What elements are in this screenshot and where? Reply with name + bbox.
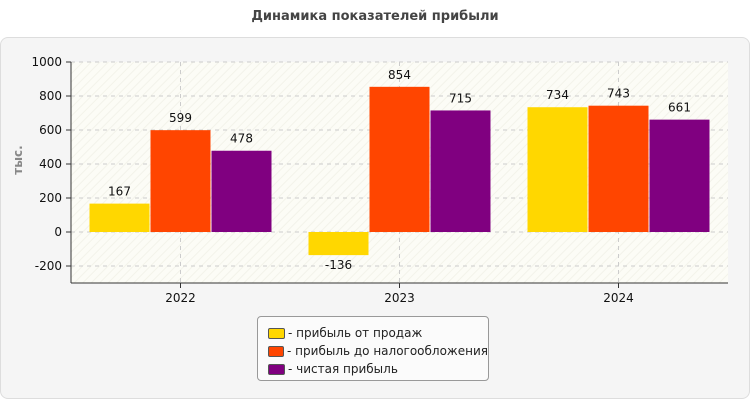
bar-value-label: 478 <box>230 132 253 146</box>
bar-value-label: 734 <box>546 88 569 102</box>
bar <box>308 232 369 256</box>
y-tick-label: 600 <box>39 123 62 137</box>
bar-value-label: 715 <box>449 91 472 105</box>
y-tick-label: 400 <box>39 157 62 171</box>
bar <box>211 150 272 232</box>
y-axis-title: тыс. <box>11 145 25 174</box>
bar <box>527 107 588 232</box>
legend-item: - чистая прибыль <box>268 360 488 378</box>
legend-swatch <box>268 327 285 339</box>
bar <box>150 130 211 232</box>
x-tick-label: 2022 <box>165 291 196 305</box>
chart-title: Динамика показателей прибыли <box>251 9 499 24</box>
bar <box>588 105 649 232</box>
bar <box>649 119 710 232</box>
bar-value-label: -136 <box>325 258 352 272</box>
x-tick-label: 2023 <box>384 291 415 305</box>
bar <box>89 203 150 232</box>
bar-value-label: 167 <box>108 185 131 199</box>
bar <box>369 86 430 232</box>
bar-value-label: 661 <box>668 101 691 115</box>
legend-label: - чистая прибыль <box>288 362 398 376</box>
legend-label: - прибыль от продаж <box>288 326 423 340</box>
bar-value-label: 743 <box>607 87 630 101</box>
x-tick-label: 2024 <box>603 291 634 305</box>
legend-swatch <box>268 345 285 357</box>
legend-label: - прибыль до налогообложения <box>287 344 488 358</box>
y-tick-label: 1000 <box>31 55 62 69</box>
bar-value-label: 854 <box>388 68 411 82</box>
y-tick-label: 0 <box>54 225 62 239</box>
y-tick-label: 200 <box>39 191 62 205</box>
y-tick-label: 800 <box>39 89 62 103</box>
legend-swatch <box>268 363 285 375</box>
legend-item: - прибыль от продаж <box>268 324 488 342</box>
y-tick-label: -200 <box>35 259 62 273</box>
bar-value-label: 599 <box>169 111 192 125</box>
legend-item: - прибыль до налогообложения <box>268 342 488 360</box>
legend: - прибыль от продаж - прибыль до налогооб… <box>257 316 489 381</box>
bar <box>430 110 491 232</box>
